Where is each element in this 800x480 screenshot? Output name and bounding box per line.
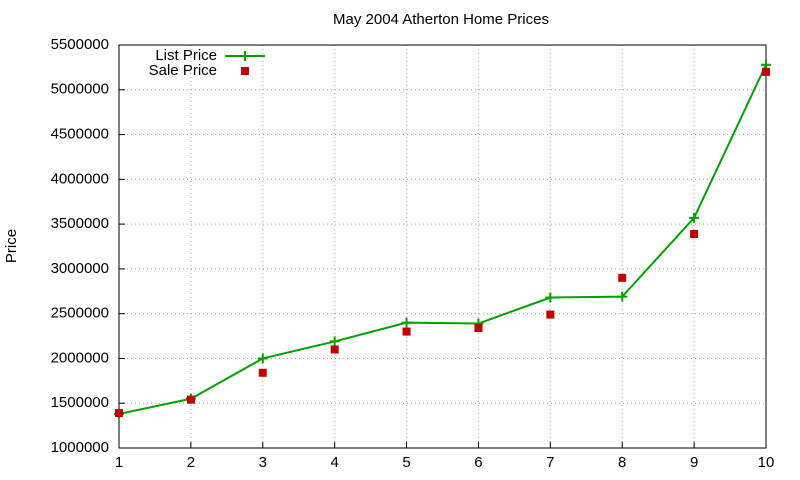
marker	[257, 353, 268, 364]
marker	[402, 327, 411, 336]
legend-marker	[240, 51, 250, 61]
y-tick-label: 4000000	[51, 170, 109, 187]
marker	[618, 273, 627, 282]
y-tick-label: 4500000	[51, 126, 109, 143]
marker	[690, 229, 699, 238]
y-tick-label: 3500000	[51, 215, 109, 232]
y-tick-label: 3000000	[51, 260, 109, 277]
marker	[474, 323, 483, 332]
marker	[330, 345, 339, 354]
x-tick-label: 10	[758, 454, 775, 471]
marker	[329, 336, 340, 347]
x-tick-label: 2	[187, 454, 195, 471]
x-tick-label: 1	[115, 454, 123, 471]
marker	[617, 291, 628, 302]
x-tick-label: 3	[259, 454, 267, 471]
y-tick-label: 5000000	[51, 81, 109, 98]
marker	[689, 212, 700, 223]
marker	[762, 67, 770, 76]
legend-label: Sale Price	[149, 62, 217, 79]
x-tick-label: 9	[690, 454, 698, 471]
y-axis-label: Price	[3, 229, 20, 263]
y-tick-label: 2000000	[51, 349, 109, 366]
y-tick-label: 5500000	[51, 36, 109, 53]
x-tick-label: 4	[330, 454, 338, 471]
legend-label: List Price	[155, 47, 217, 64]
legend-marker	[241, 67, 249, 75]
x-tick-label: 5	[402, 454, 410, 471]
marker	[401, 317, 412, 328]
x-tick-label: 6	[474, 454, 482, 471]
plot-frame	[118, 44, 767, 449]
y-tick-label: 1500000	[51, 394, 109, 411]
x-tick-label: 8	[618, 454, 626, 471]
y-tick-label: 1000000	[51, 439, 109, 456]
chart-title: May 2004 Atherton Home Prices	[333, 11, 549, 28]
marker	[545, 292, 556, 303]
marker	[186, 395, 195, 404]
y-tick-label: 2500000	[51, 305, 109, 322]
marker	[546, 310, 555, 319]
marker	[115, 409, 123, 418]
x-tick-label: 7	[546, 454, 554, 471]
series-line	[118, 64, 767, 415]
marker	[258, 368, 267, 377]
